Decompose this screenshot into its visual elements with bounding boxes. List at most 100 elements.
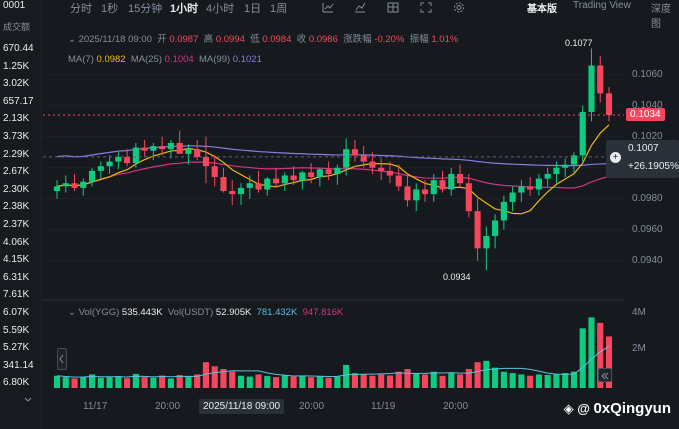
volume-bar <box>194 374 201 388</box>
candle-body <box>343 149 350 168</box>
volume-bar <box>483 360 490 388</box>
candle-body <box>220 177 227 191</box>
ma7-label: MA(7) <box>68 54 94 65</box>
ma25-label: MA(25) <box>130 54 163 65</box>
ma99-label: MA(99) <box>199 54 231 65</box>
volume-list-item: 7.61K <box>3 289 30 301</box>
volume-bar <box>88 374 96 388</box>
collapse-volume-handle[interactable] <box>598 368 612 382</box>
volume-bar <box>448 373 455 388</box>
tf-1d[interactable]: 1日 <box>244 3 262 15</box>
volume-bar <box>570 371 578 388</box>
candlestick-chart[interactable] <box>43 16 624 394</box>
crosshair-percent: +26.1905% <box>628 161 679 172</box>
volume-list-item: 6.31K <box>3 271 30 283</box>
candle-body <box>132 147 139 164</box>
volume-bar <box>106 377 113 388</box>
indicator-icon[interactable] <box>322 2 334 13</box>
volume-bar <box>579 328 586 388</box>
volume-list-item: 2.67K <box>3 166 30 178</box>
candle-body <box>351 149 358 156</box>
candle-body <box>553 167 560 174</box>
candle-body <box>80 181 87 188</box>
tf-timeline[interactable]: 分时 <box>70 3 92 15</box>
fullscreen-icon[interactable] <box>420 2 432 13</box>
time-label-1: 11/17 <box>83 401 108 412</box>
view-basic[interactable]: 基本版 <box>527 4 557 15</box>
volume-bar <box>360 374 367 388</box>
volume-bar <box>124 378 131 388</box>
volume-bar <box>167 378 174 388</box>
volume-bar <box>369 375 376 388</box>
open-label: 开 <box>157 34 167 45</box>
high-value: 0.0994 <box>215 34 245 45</box>
volume-list-item: 6.07K <box>3 307 30 318</box>
volume-bar <box>246 376 253 388</box>
tf-15m[interactable]: 15分钟 <box>128 3 163 15</box>
ma-legend: MA(7) 0.0982 MA(25) 0.1004 MA(99) 0.1021 <box>68 54 262 65</box>
candle-body <box>159 146 166 150</box>
volume-bar <box>597 322 604 388</box>
price-axis-label: 0.0940 <box>632 254 663 266</box>
price-axis[interactable]: 0.10600.10400.10200.10000.09800.09600.09… <box>624 16 679 394</box>
settings-icon[interactable] <box>453 2 465 13</box>
chart-type-icon[interactable] <box>354 2 366 13</box>
candle-body <box>421 189 429 195</box>
ma99-value: 0.1021 <box>232 54 262 65</box>
volume-bar <box>159 375 166 388</box>
time-label-2: 20:00 <box>155 401 181 412</box>
candle-body <box>53 186 61 191</box>
volume-bar <box>185 376 192 388</box>
volume-bar <box>53 375 61 388</box>
volume-bar <box>115 376 122 388</box>
candle-body <box>369 161 376 168</box>
vol-axis-2m: 2M <box>632 343 646 354</box>
volume-bar <box>465 369 472 388</box>
volume-bar <box>71 378 78 388</box>
tf-1h[interactable]: 1小时 <box>170 3 199 15</box>
scroll-down-icon[interactable] <box>24 396 32 404</box>
layout-icon[interactable] <box>387 2 399 13</box>
candle-body <box>360 155 367 162</box>
volume-list-item: 4.06K <box>3 236 30 248</box>
candle-body <box>229 191 236 195</box>
tf-4h[interactable]: 4小时 <box>206 3 235 15</box>
candle-body <box>527 186 534 190</box>
amplitude-value: 1.01% <box>431 34 459 45</box>
candle-body <box>141 147 148 151</box>
change-label: 涨跌幅 <box>343 34 372 45</box>
vol-axis-4m: 4M <box>632 307 646 318</box>
time-crosshair-label: 2025/11/18 09:00 <box>199 399 285 414</box>
candle-body <box>439 180 446 190</box>
candle-body <box>483 235 490 249</box>
chart-toolbar: 分时 1秒 15分钟 1小时 4小时 1日 1周 基本版 Trading Vie… <box>0 0 679 30</box>
volume-bar <box>316 376 323 388</box>
collapse-handle[interactable] <box>57 348 67 370</box>
tf-1w[interactable]: 1周 <box>270 3 288 15</box>
candle-body <box>71 183 78 188</box>
price-axis-label: 0.0960 <box>632 223 663 235</box>
candle-body <box>185 149 192 154</box>
view-depth[interactable]: 深度图 <box>651 4 671 30</box>
close-value: 0.0986 <box>308 34 338 45</box>
crosshair-price-box: + 0.1007 +26.1905% <box>606 140 679 178</box>
volume-bar <box>202 362 210 388</box>
candle-body <box>202 156 210 167</box>
volume-list-item: 3.73K <box>3 131 30 142</box>
candle-body <box>588 65 595 112</box>
vol-ygg-value: 535.443K <box>121 307 163 318</box>
volume-list-item: 1.25K <box>3 60 30 72</box>
volume-bar <box>264 376 271 388</box>
volume-bar <box>141 377 148 388</box>
add-alert-icon[interactable]: + <box>610 152 621 163</box>
volume-bar <box>299 375 306 388</box>
view-tradingview[interactable]: Trading View <box>573 0 631 11</box>
candle-body <box>299 172 306 181</box>
candle-body <box>413 189 420 201</box>
volume-bar <box>211 366 218 388</box>
candle-body <box>308 172 315 178</box>
tf-1s[interactable]: 1秒 <box>101 3 119 15</box>
candle-body <box>404 186 411 201</box>
candle-body <box>150 146 157 151</box>
candle-body <box>597 65 604 94</box>
